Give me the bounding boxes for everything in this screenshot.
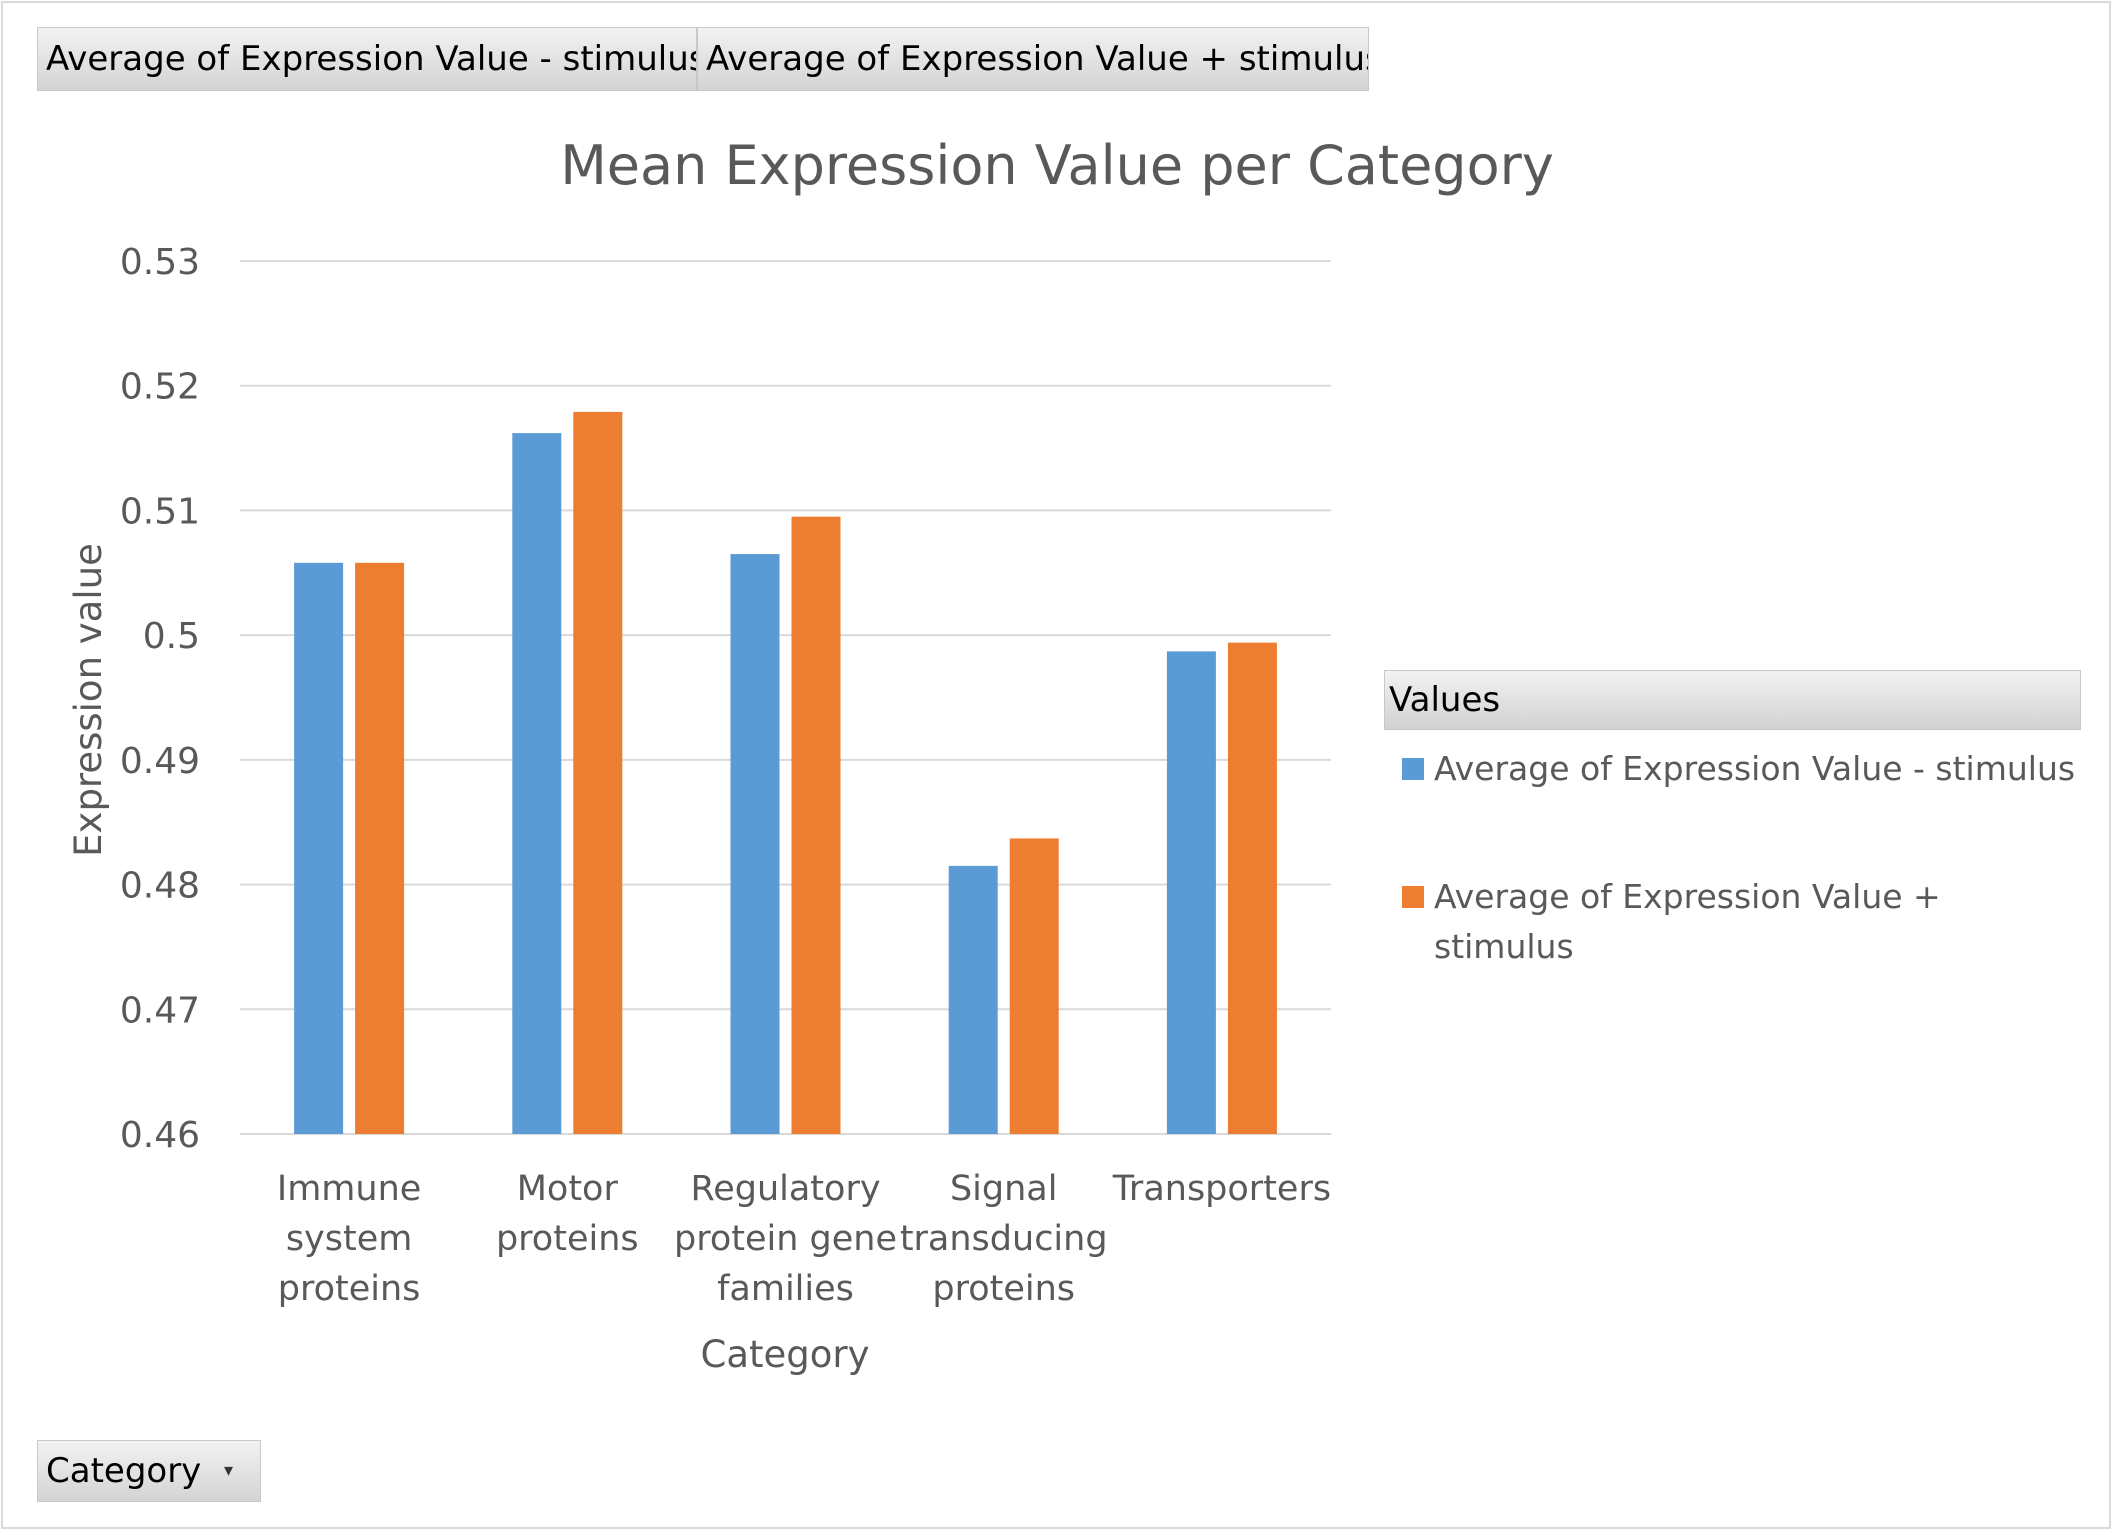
y-tick-label: 0.47 xyxy=(120,990,200,1031)
x-axis-label: Category xyxy=(700,1333,869,1376)
x-tick-label: families xyxy=(717,1269,854,1309)
y-tick-label: 0.49 xyxy=(120,741,200,782)
category-field-button[interactable]: Category ▾ xyxy=(37,1440,261,1502)
bar-minus-stimulus xyxy=(1166,651,1216,1134)
y-tick-label: 0.52 xyxy=(120,367,200,408)
x-tick-label: system xyxy=(286,1219,413,1259)
bars xyxy=(294,411,1277,1134)
x-tick-label: Regulatory xyxy=(690,1169,880,1209)
bar-plus-stimulus xyxy=(791,516,841,1134)
bar-minus-stimulus xyxy=(948,865,998,1134)
y-axis-tick-labels: 0.46 0.47 0.48 0.49 0.5 0.51 0.52 0.53 xyxy=(120,242,200,1156)
x-tick-label: transducing xyxy=(900,1219,1108,1259)
bar-plus-stimulus xyxy=(1227,642,1277,1134)
gridlines xyxy=(240,260,1331,1135)
legend-label-plus-stimulus: Average of Expression Value + stimulus xyxy=(1434,877,1941,966)
bar-plus-stimulus xyxy=(355,562,405,1134)
value-field-button-plus-stimulus[interactable]: Average of Expression Value + stimulus xyxy=(697,27,1369,91)
legend-swatch-minus-stimulus xyxy=(1402,758,1424,780)
x-tick-label: Signal xyxy=(950,1169,1058,1209)
y-axis-label: Expression value xyxy=(67,543,110,857)
x-tick-label: proteins xyxy=(496,1219,639,1259)
legend-values-header[interactable]: Values xyxy=(1384,670,2081,730)
x-tick-label: Immune xyxy=(277,1169,421,1209)
y-tick-label: 0.51 xyxy=(120,491,200,532)
category-field-label: Category xyxy=(46,1451,202,1491)
legend-swatch-plus-stimulus xyxy=(1402,886,1424,908)
x-tick-label: Motor xyxy=(517,1169,619,1209)
dropdown-arrow-icon[interactable]: ▾ xyxy=(224,1460,234,1481)
bar-minus-stimulus xyxy=(730,554,780,1134)
bar-minus-stimulus xyxy=(512,433,562,1134)
y-tick-label: 0.48 xyxy=(120,866,200,907)
x-axis-tick-labels: Immune system proteins Motor proteins Regulat… xyxy=(277,1169,1331,1309)
x-tick-label: protein gene xyxy=(674,1219,897,1259)
y-tick-label: 0.5 xyxy=(143,616,200,657)
chart-title: Mean Expression Value per Category xyxy=(560,134,1554,197)
legend-label-minus-stimulus: Average of Expression Value - stimulus xyxy=(1434,749,2076,788)
y-tick-label: 0.46 xyxy=(120,1115,200,1156)
value-field-button-minus-stimulus[interactable]: Average of Expression Value - stimulus xyxy=(37,27,697,91)
bar-minus-stimulus xyxy=(294,562,344,1134)
x-tick-label: proteins xyxy=(278,1269,421,1309)
bar-plus-stimulus xyxy=(573,411,623,1134)
x-tick-label: Transporters xyxy=(1112,1169,1331,1209)
bar-plus-stimulus xyxy=(1009,838,1059,1134)
y-tick-label: 0.53 xyxy=(120,242,200,283)
x-tick-label: proteins xyxy=(932,1269,1075,1309)
